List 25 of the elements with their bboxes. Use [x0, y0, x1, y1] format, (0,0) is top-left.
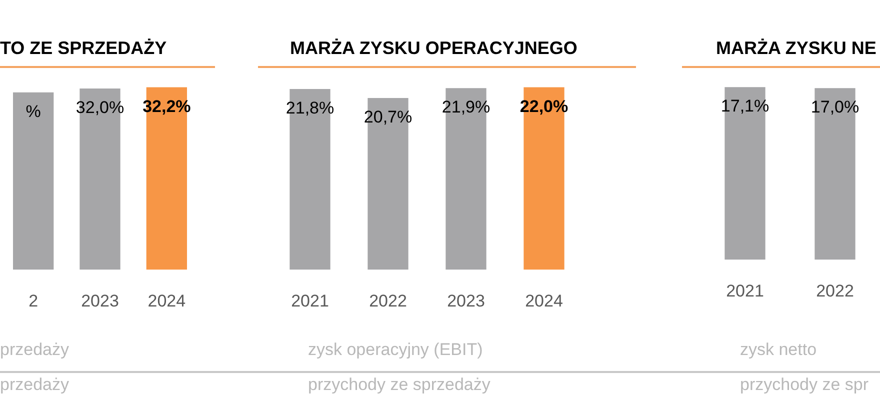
data-label: 20,7%	[364, 108, 412, 127]
data-label: 32,0%	[76, 98, 124, 117]
data-label: 17,1%	[720, 96, 770, 116]
text: zysk netto	[740, 340, 817, 360]
x-tick-label: 2021	[291, 291, 329, 310]
x-tick-label: 2	[28, 291, 38, 310]
chart-title: TO ZE SPRZEDAŻY	[0, 38, 167, 59]
text: przedaży	[0, 375, 69, 395]
data-label: 17,0%	[810, 98, 860, 117]
text: zysk operacyjny (EBIT)	[308, 340, 483, 360]
chart-title: MARŻA ZYSKU OPERACYJNEGO	[290, 38, 578, 59]
x-tick-label: 2024	[525, 291, 563, 310]
data-label: 21,9%	[442, 98, 490, 117]
x-tick-label: 2022	[369, 291, 407, 310]
data-label: %	[26, 102, 41, 121]
x-tick-label: 2023	[81, 291, 119, 310]
text: przychody ze sprzedaży	[308, 375, 490, 395]
x-tick-label: 2022	[816, 281, 854, 300]
x-tick-label: 2021	[726, 281, 764, 300]
data-label: 21,8%	[286, 98, 334, 118]
text: przychody ze spr	[740, 375, 868, 395]
x-tick-label: 2024	[148, 291, 186, 310]
x-tick-label: 2023	[447, 291, 485, 310]
text: przedaży	[0, 340, 69, 360]
chart-title: MARŻA ZYSKU NE	[716, 38, 876, 59]
